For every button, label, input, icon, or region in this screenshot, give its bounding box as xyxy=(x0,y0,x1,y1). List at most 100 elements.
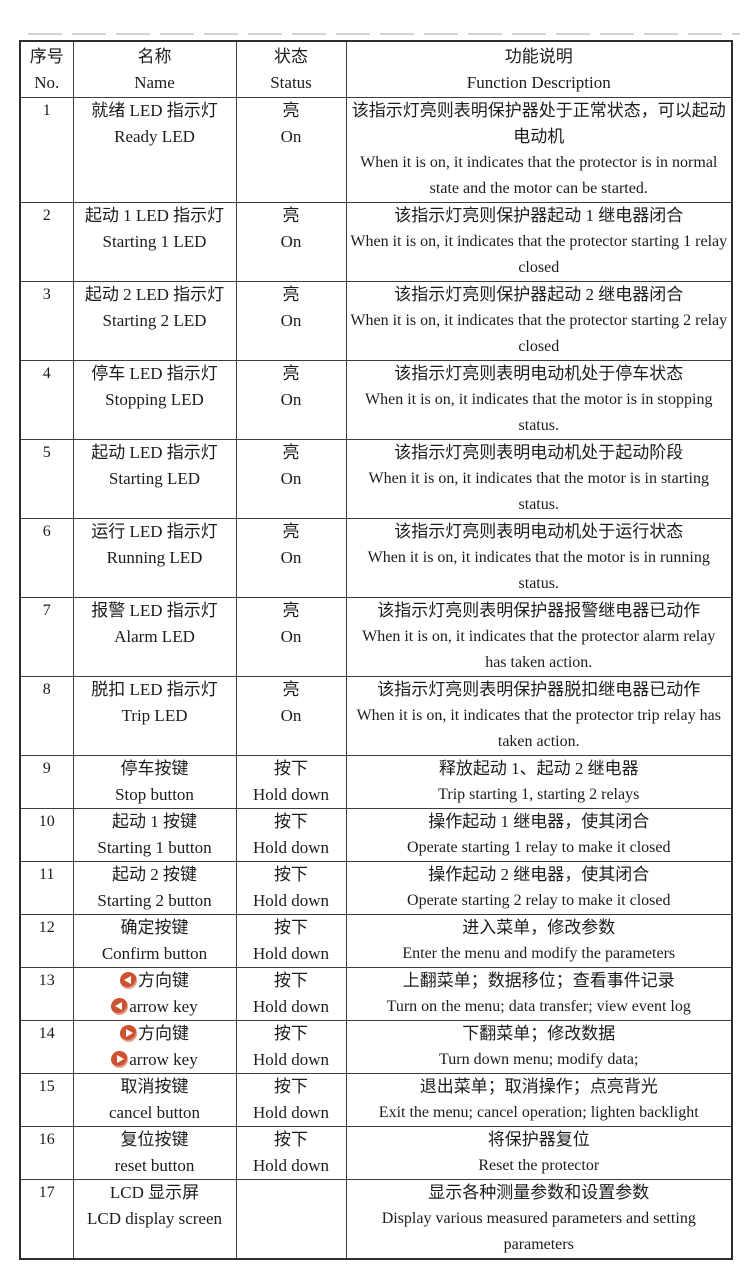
row-number-cell: 17 xyxy=(19,1179,74,1260)
name-cell: 起动 2 LED 指示灯 Starting 2 LED xyxy=(72,281,237,361)
description-cn: 该指示灯亮则表明保护器报警继电器已动作 xyxy=(377,601,701,620)
function-description-table: 序号 No. 名称 Name 状态 Status 功能说明 Function D… xyxy=(19,40,733,1260)
status-cell: 亮 On xyxy=(235,518,347,598)
description-cn: 操作起动 2 继电器，使其闭合 xyxy=(428,865,650,884)
description-en: When it is on, it indicates that the pro… xyxy=(362,628,716,671)
status-cell: 按下 Hold down xyxy=(235,1020,347,1074)
header-status-cn: 状态 xyxy=(274,47,308,66)
description-en: When it is on, it indicates that the pro… xyxy=(360,154,718,197)
status-cell xyxy=(235,1179,347,1260)
status-line: 按下 xyxy=(274,759,308,778)
table-row-3: 3 起动 2 LED 指示灯 Starting 2 LED 亮 On 该指示灯亮则保护器起… xyxy=(19,281,733,361)
right-arrow-icon xyxy=(120,1025,137,1042)
description-en: When it is on, it indicates that the pro… xyxy=(350,312,728,355)
row-number-cell: 7 xyxy=(19,597,74,677)
status-line: 亮 xyxy=(282,601,300,620)
name-line: 脱扣 LED 指示灯 xyxy=(91,680,218,699)
description-cell: 操作起动 2 继电器，使其闭合 Operate starting 2 relay … xyxy=(345,861,733,915)
header-no-en: No. xyxy=(34,73,60,92)
header-name: 名称 Name xyxy=(72,40,237,98)
description-cn: 该指示灯亮则表明电动机处于停车状态 xyxy=(394,364,684,383)
name-line: 方向键 xyxy=(74,1022,235,1048)
description-cell: 退出菜单；取消操作；点亮背光 Exit the menu; cancel oper… xyxy=(345,1073,733,1127)
row-number-cell: 14 xyxy=(19,1020,74,1074)
header-name-cn: 名称 xyxy=(137,47,172,66)
name-cell: 方向键 arrow key xyxy=(72,967,237,1021)
right-arrow-icon xyxy=(111,1051,129,1068)
name-line: Alarm LED xyxy=(114,627,195,646)
description-cn: 该指示灯亮则表明电动机处于起动阶段 xyxy=(394,443,684,462)
name-line: 就绪 LED 指示灯 xyxy=(91,101,218,120)
status-cell: 按下 Hold down xyxy=(235,861,347,915)
header-row: 序号 No. 名称 Name 状态 Status 功能说明 Function D… xyxy=(19,40,733,98)
name-line: 取消按键 xyxy=(120,1077,189,1096)
table-row-5: 5 起动 LED 指示灯 Starting LED 亮 On 该指示灯亮则表明电动机处于起… xyxy=(19,439,733,519)
table-row-7: 7 报警 LED 指示灯 Alarm LED 亮 On 该指示灯亮则表明保护器报警继电器已… xyxy=(19,597,733,677)
status-line: On xyxy=(280,390,302,409)
status-line: On xyxy=(280,232,302,251)
table-row-12: 12 确定按键 Confirm button 按下 Hold down 进入菜单，修改参数… xyxy=(19,914,733,968)
name-line: 运行 LED 指示灯 xyxy=(91,522,218,541)
name-line: Ready LED xyxy=(114,127,195,146)
description-en: When it is on, it indicates that the pro… xyxy=(356,707,721,750)
row-number-cell: 12 xyxy=(19,914,74,968)
description-cn: 进入菜单，修改参数 xyxy=(462,918,616,937)
row-number-cell: 13 xyxy=(19,967,74,1021)
description-en: When it is on, it indicates that the mot… xyxy=(364,391,713,434)
description-cn: 该指示灯亮则保护器起动 1 继电器闭合 xyxy=(394,206,684,225)
row-number-cell: 9 xyxy=(19,755,74,809)
header-description-en: Function Description xyxy=(466,73,611,92)
name-line: 复位按键 xyxy=(120,1130,189,1149)
name-cell: 方向键 arrow key xyxy=(72,1020,237,1074)
description-en: When it is on, it indicates that the mot… xyxy=(367,549,710,592)
name-line: Running LED xyxy=(106,548,203,567)
description-en: Operate starting 1 relay to make it clos… xyxy=(407,839,671,856)
name-line: Confirm button xyxy=(101,944,208,963)
status-line: 按下 xyxy=(274,1024,308,1043)
name-cell: LCD 显示屏 LCD display screen xyxy=(72,1179,237,1260)
name-line: LCD display screen xyxy=(86,1209,223,1228)
row-number-cell: 3 xyxy=(19,281,74,361)
name-line: arrow key xyxy=(74,1047,235,1073)
description-en: When it is on, it indicates that the mot… xyxy=(368,470,709,513)
name-cell: 就绪 LED 指示灯 Ready LED xyxy=(72,97,237,203)
description-en: Enter the menu and modify the parameters xyxy=(402,945,676,962)
status-line: 按下 xyxy=(274,918,308,937)
description-cn: 将保护器复位 xyxy=(487,1130,590,1149)
table-body: 1 就绪 LED 指示灯 Ready LED 亮 On 该指示灯亮则表明保护器处于正常状态… xyxy=(19,97,733,1260)
status-line: Hold down xyxy=(252,1103,330,1122)
row-number-cell: 2 xyxy=(19,202,74,282)
description-cell: 将保护器复位 Reset the protector xyxy=(345,1126,733,1180)
name-line: 停车按键 xyxy=(120,759,189,778)
description-en: Turn on the menu; data transfer; view ev… xyxy=(386,998,691,1015)
description-cell: 该指示灯亮则保护器起动 1 继电器闭合 When it is on, it ind… xyxy=(345,202,733,282)
status-cell: 亮 On xyxy=(235,597,347,677)
description-cn: 该指示灯亮则表明保护器脱扣继电器已动作 xyxy=(377,680,701,699)
status-line: On xyxy=(280,548,302,567)
status-line: On xyxy=(280,127,302,146)
description-en: Operate starting 2 relay to make it clos… xyxy=(407,892,671,909)
table-row-14: 14 方向键 arrow key 按下 Hold down 下翻菜单；修改数据 Turn d… xyxy=(19,1020,733,1074)
name-cell: 复位按键 reset button xyxy=(72,1126,237,1180)
status-cell: 亮 On xyxy=(235,202,347,282)
description-cell: 释放起动 1、起动 2 继电器 Trip starting 1, starting… xyxy=(345,755,733,809)
table-row-13: 13 方向键 arrow key 按下 Hold down 上翻菜单；数据移位；查看事件记… xyxy=(19,967,733,1021)
name-line: Starting LED xyxy=(108,469,201,488)
description-cell: 该指示灯亮则表明电动机处于停车状态 When it is on, it indic… xyxy=(345,360,733,440)
status-line: On xyxy=(280,469,302,488)
status-line: 亮 xyxy=(282,364,300,383)
description-cell: 上翻菜单；数据移位；查看事件记录 Turn on the menu; data t… xyxy=(345,967,733,1021)
left-arrow-icon xyxy=(120,972,137,989)
name-line: 起动 1 按键 xyxy=(112,812,197,831)
name-cell: 停车 LED 指示灯 Stopping LED xyxy=(72,360,237,440)
status-cell: 亮 On xyxy=(235,360,347,440)
status-line: 亮 xyxy=(282,680,300,699)
table-row-17: 17 LCD 显示屏 LCD display screen 显示各种测量参数和设置参数… xyxy=(19,1179,733,1260)
header-name-en: Name xyxy=(134,73,175,92)
row-number-cell: 15 xyxy=(19,1073,74,1127)
name-line: 起动 LED 指示灯 xyxy=(91,443,218,462)
status-line: 按下 xyxy=(274,971,308,990)
table-row-9: 9 停车按键 Stop button 按下 Hold down 释放起动 1、起动 2 继… xyxy=(19,755,733,809)
description-cell: 该指示灯亮则保护器起动 2 继电器闭合 When it is on, it ind… xyxy=(345,281,733,361)
